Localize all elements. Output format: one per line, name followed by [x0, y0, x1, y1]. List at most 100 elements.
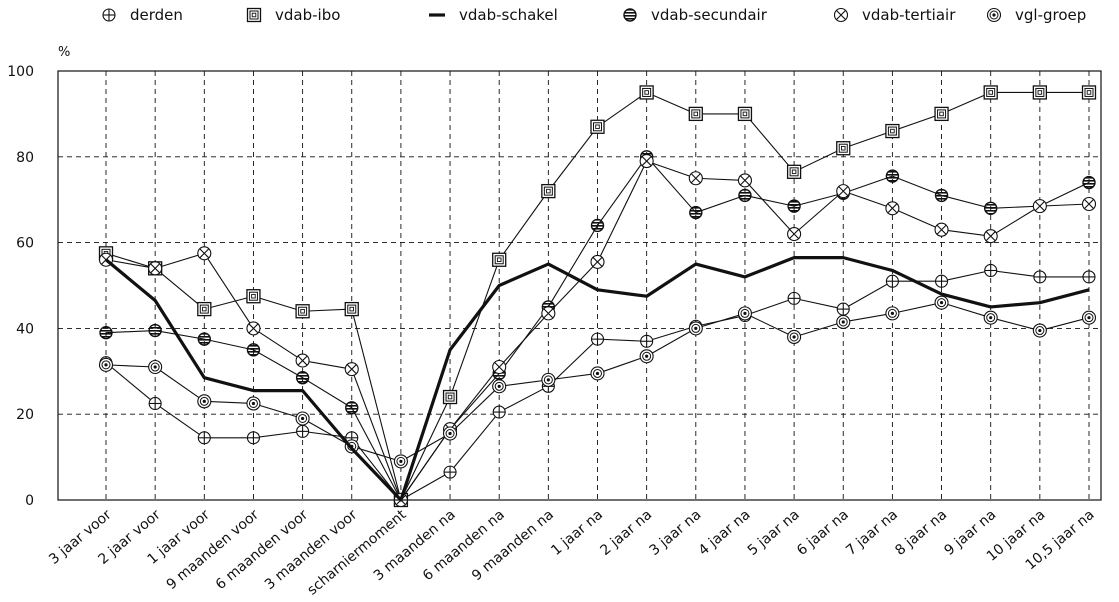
legend-item-vdab-schakel: vdab-schakel	[429, 6, 558, 24]
data-point-vdab-tertiair	[639, 154, 654, 169]
data-point-derden	[590, 332, 605, 346]
data-point-derden	[787, 291, 801, 305]
data-point-vgl-groep	[246, 396, 261, 411]
y-tick-label: 60	[16, 236, 34, 252]
series-vdab-tertiair	[98, 154, 1097, 508]
data-point-vdab-tertiair	[246, 321, 261, 336]
data-point-vgl-groep	[737, 306, 753, 321]
data-point-derden	[492, 405, 506, 419]
legend-label: vdab-secundair	[651, 6, 768, 24]
y-axis: 0 20 40 60 80 100	[7, 64, 34, 509]
legend-item-vdab-secundair: vdab-secundair	[623, 6, 768, 24]
data-point-vdab-ibo	[492, 252, 507, 267]
data-point-vdab-ibo	[934, 106, 949, 122]
data-point-derden	[1033, 270, 1047, 284]
data-point-vdab-ibo	[295, 304, 310, 319]
data-point-vdab-secundair	[689, 205, 703, 220]
data-point-vgl-groep	[885, 306, 900, 321]
data-point-vgl-groep	[442, 426, 458, 441]
data-point-vdab-ibo	[1081, 85, 1097, 100]
data-point-vgl-groep	[295, 411, 310, 426]
data-point-vgl-groep	[197, 394, 212, 409]
x-tick-label: 6 jaar na	[794, 507, 852, 559]
x-tick-label: 3 jaar na	[647, 507, 705, 559]
data-point-vgl-groep	[1032, 323, 1047, 338]
data-point-vgl-groep	[492, 379, 507, 394]
data-point-vdab-secundair	[99, 325, 113, 340]
circle-x-icon	[833, 7, 849, 23]
legend-label: vdab-ibo	[275, 6, 340, 24]
data-point-vdab-secundair	[738, 188, 752, 203]
data-point-vdab-tertiair	[541, 306, 556, 321]
x-tick-label: 5 jaar na	[745, 507, 803, 559]
data-point-vdab-tertiair	[688, 171, 703, 186]
data-point-vdab-secundair	[246, 343, 261, 357]
x-tick-label: 2 jaar na	[597, 507, 655, 559]
circle-plus-icon	[102, 8, 116, 22]
series-line-vdab-schakel	[104, 256, 1090, 502]
data-point-derden	[443, 465, 457, 479]
data-point-vdab-ibo	[737, 106, 753, 122]
data-point-vdab-ibo	[688, 106, 703, 122]
legend-item-vdab-ibo: vdab-ibo	[246, 6, 340, 24]
data-point-vdab-secundair	[345, 401, 359, 415]
data-point-vdab-tertiair	[197, 246, 212, 261]
y-tick-label: 40	[16, 321, 34, 337]
data-point-vgl-groep	[590, 366, 605, 381]
data-point-vdab-ibo	[197, 301, 212, 317]
data-point-vdab-tertiair	[492, 359, 507, 375]
y-tick-label: 20	[16, 407, 34, 423]
legend-label: derden	[130, 6, 183, 24]
data-point-vdab-ibo	[639, 85, 654, 100]
legend-item-vgl-groep: vgl-groep	[986, 6, 1086, 24]
grid	[58, 71, 1101, 500]
data-point-derden	[1082, 270, 1096, 284]
legend-label: vdab-schakel	[459, 6, 558, 24]
legend: derden vdab-ibo vdab-schakel vdab-secundair…	[102, 6, 1086, 24]
data-point-vgl-groep	[787, 329, 802, 345]
data-point-derden	[148, 396, 162, 411]
data-point-vdab-ibo	[590, 119, 605, 134]
data-point-vdab-ibo	[246, 289, 261, 304]
series-layer	[98, 85, 1097, 508]
data-point-vdab-ibo	[344, 301, 359, 317]
legend-item-derden: derden	[102, 6, 183, 24]
data-point-vgl-groep	[639, 349, 654, 364]
data-point-derden	[296, 424, 310, 438]
data-point-vdab-tertiair	[1081, 196, 1097, 212]
data-point-vdab-tertiair	[934, 222, 949, 237]
data-point-vdab-secundair	[197, 332, 212, 346]
data-point-vdab-ibo	[836, 141, 851, 156]
data-point-vdab-secundair	[148, 323, 162, 338]
y-tick-label: 80	[16, 150, 34, 166]
y-tick-label: 0	[25, 493, 34, 509]
data-point-vdab-ibo	[541, 183, 556, 199]
data-point-vdab-tertiair	[590, 254, 605, 269]
data-point-vdab-secundair	[1082, 175, 1096, 190]
data-point-vgl-groep	[1081, 310, 1097, 325]
data-point-derden	[836, 302, 850, 316]
data-point-derden	[984, 263, 998, 278]
y-axis-unit-label: %	[58, 45, 70, 60]
data-point-vdab-tertiair	[737, 173, 753, 188]
data-point-vdab-secundair	[885, 169, 900, 183]
data-point-vdab-tertiair	[148, 261, 163, 276]
double-circle-icon	[986, 7, 1002, 23]
data-point-vgl-groep	[148, 359, 163, 375]
series-vdab-ibo	[98, 85, 1097, 508]
series-vgl-groep	[98, 295, 1097, 469]
data-point-vdab-secundair	[934, 188, 949, 203]
legend-label: vgl-groep	[1015, 6, 1086, 24]
data-point-vdab-tertiair	[885, 201, 900, 216]
data-point-vdab-ibo	[885, 123, 900, 139]
data-point-vdab-ibo	[983, 85, 998, 100]
square-in-square-icon	[246, 7, 262, 23]
data-point-vdab-secundair	[590, 218, 605, 233]
data-point-vdab-ibo	[786, 164, 802, 179]
y-tick-label: 100	[7, 64, 34, 80]
data-point-derden	[640, 334, 654, 348]
data-point-vgl-groep	[836, 314, 851, 330]
x-tick-label: 8 jaar na	[892, 507, 950, 559]
